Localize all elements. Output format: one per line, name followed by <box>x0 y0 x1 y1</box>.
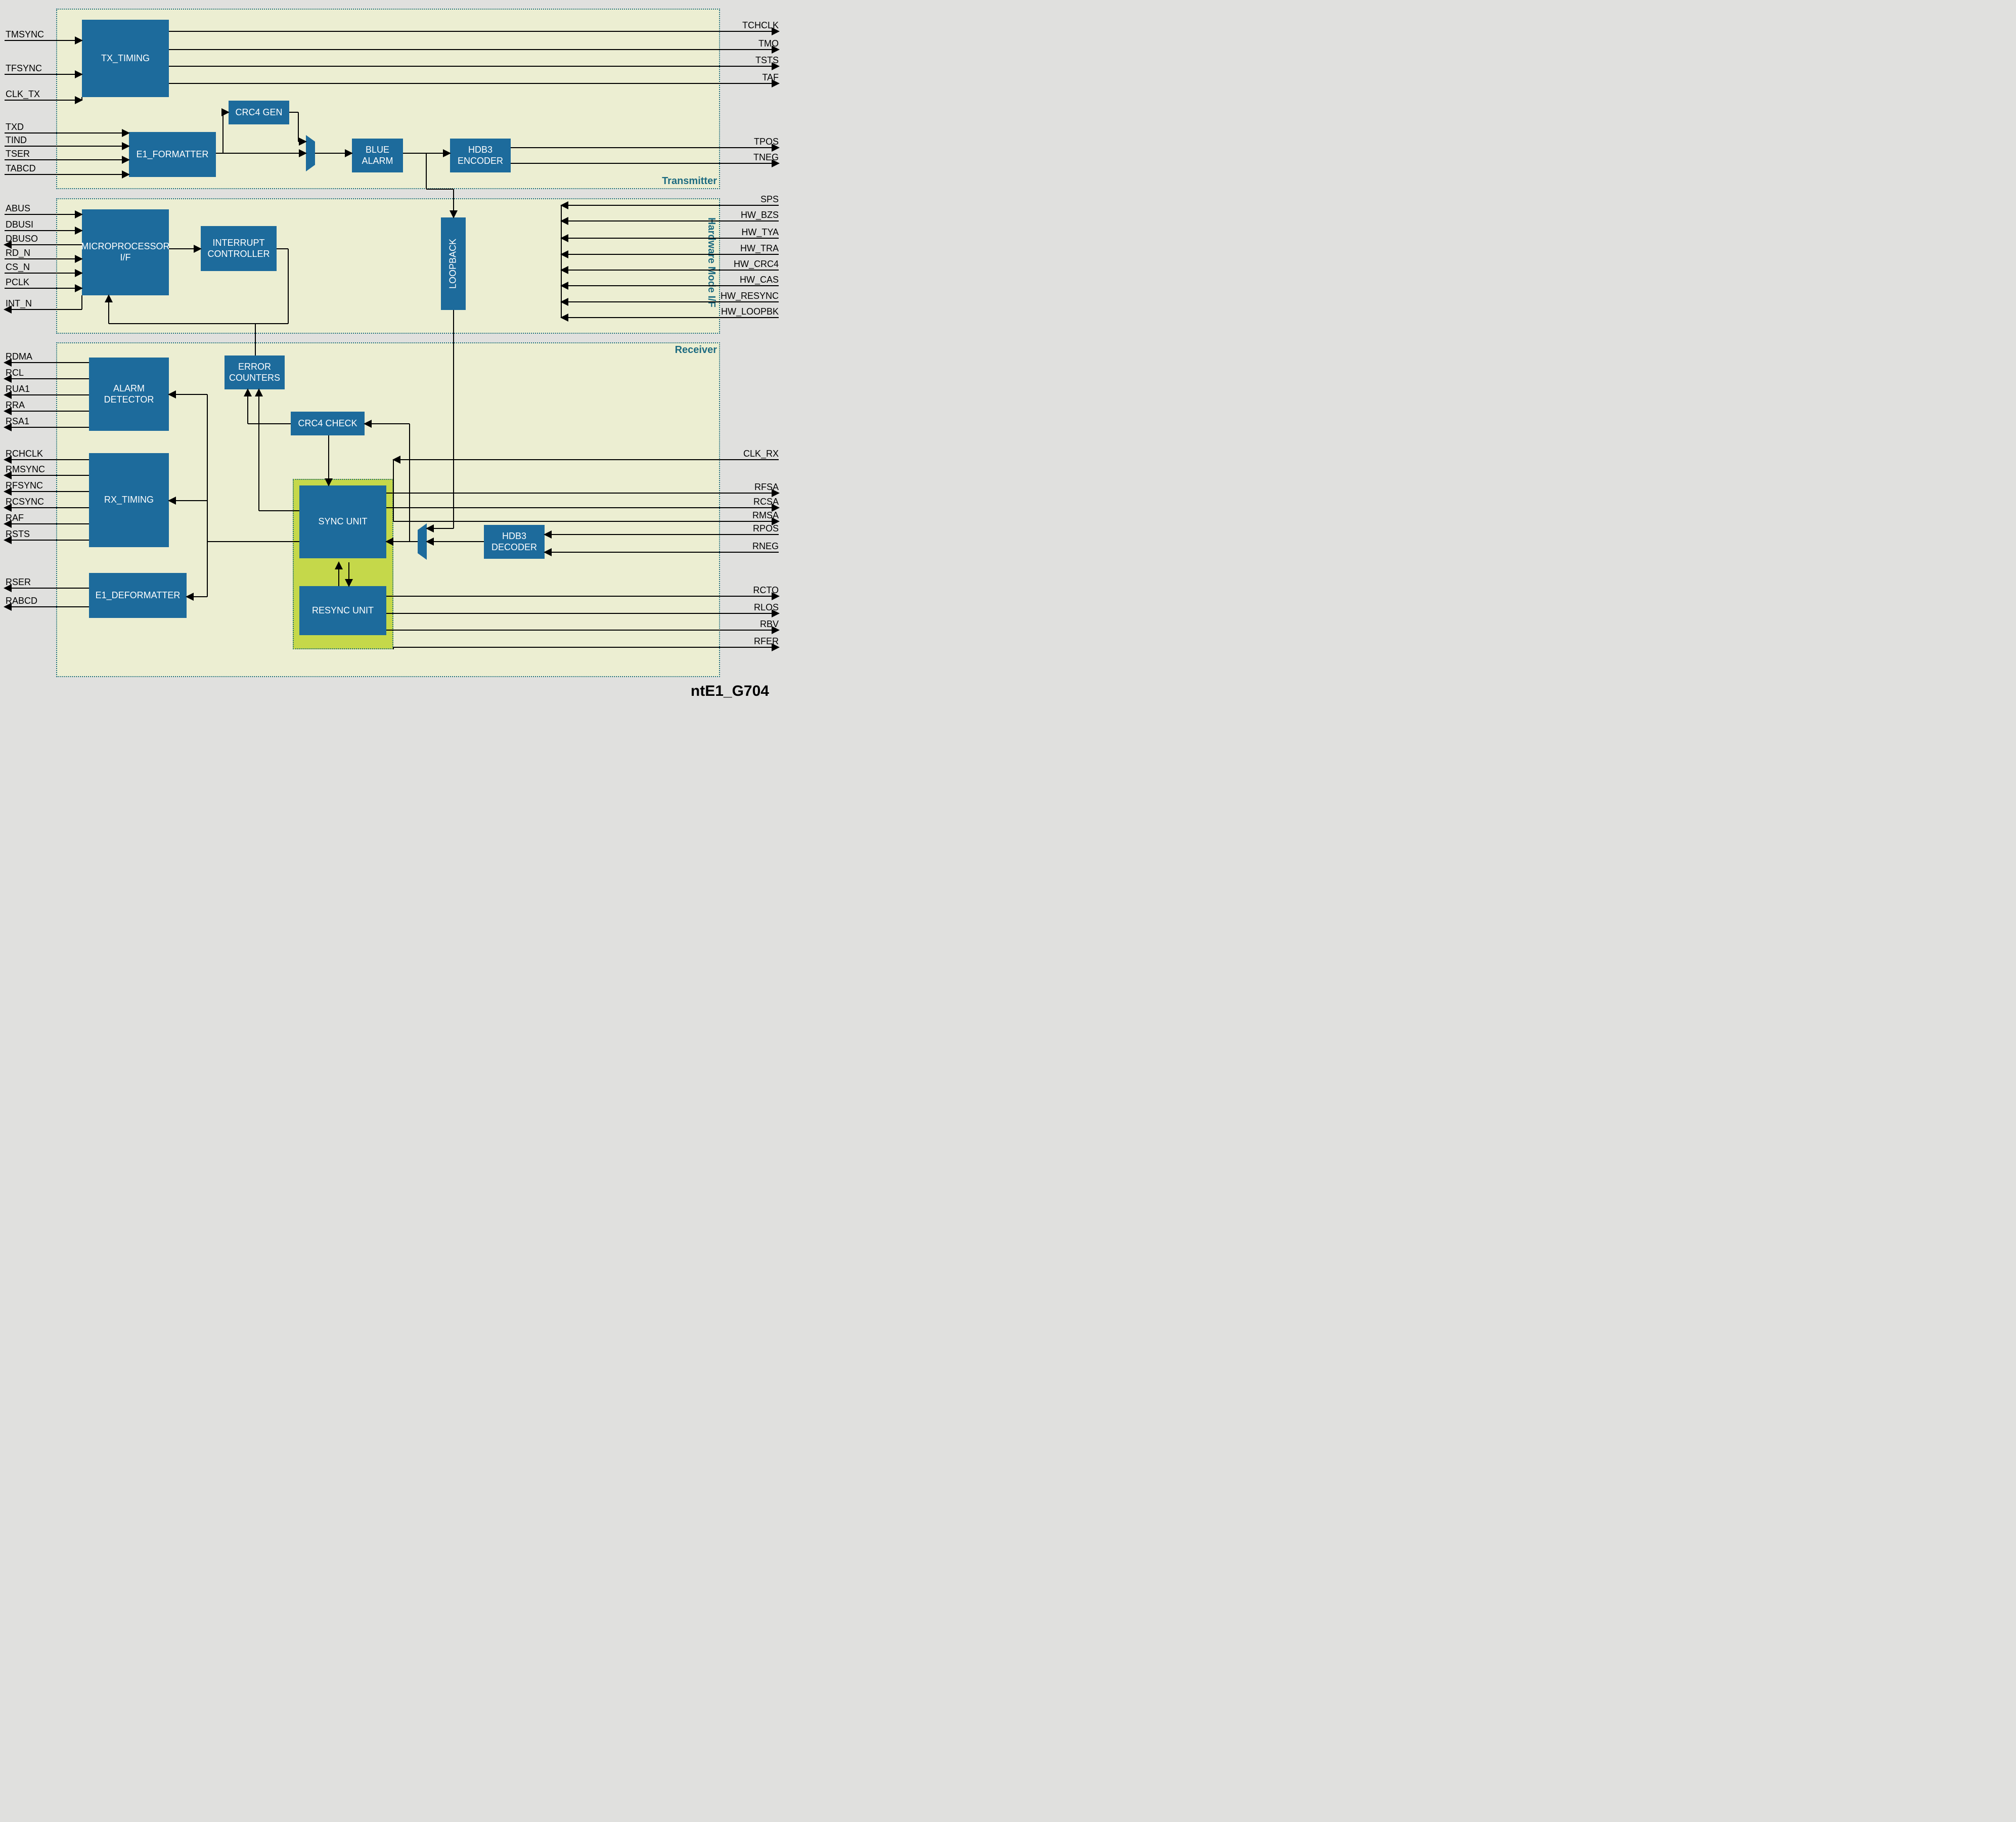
pin-clk-tx: CLK_TX <box>6 89 40 100</box>
pin-raf: RAF <box>6 513 24 523</box>
pin-rfer: RFER <box>754 636 779 647</box>
pin-tsts: TSTS <box>755 55 779 66</box>
pin-dbuso: DBUSO <box>6 234 38 244</box>
pin-hw-tra: HW_TRA <box>740 243 779 254</box>
pin-rcl: RCL <box>6 368 24 378</box>
pin-hw-resync: HW_RESYNC <box>721 291 779 301</box>
pin-rneg: RNEG <box>752 541 779 552</box>
pin-rlos: RLOS <box>754 602 779 613</box>
pin-tchclk: TCHCLK <box>742 20 779 31</box>
diagram-title: ntE1_G704 <box>691 683 769 700</box>
pin-cs-n: CS_N <box>6 262 30 273</box>
pin-rbv: RBV <box>760 619 779 630</box>
pin-tabcd: TABCD <box>6 163 36 174</box>
block-loopback: LOOPBACK <box>441 217 466 310</box>
pin-tmo: TMO <box>758 38 779 49</box>
pin-hw-cas: HW_CAS <box>740 275 779 285</box>
pin-rcsync: RCSYNC <box>6 497 44 507</box>
pin-hw-crc4: HW_CRC4 <box>734 259 779 270</box>
pin-rfsync: RFSYNC <box>6 480 43 491</box>
pin-clk-rx: CLK_RX <box>743 449 779 459</box>
pin-txd: TXD <box>6 122 24 132</box>
pin-rcsa: RCSA <box>753 497 779 507</box>
pin-rdma: RDMA <box>6 351 32 362</box>
diagram-canvas: Transmitter Hardware Mode I/F Receiver T… <box>0 0 784 709</box>
block-e1-formatter: E1_FORMATTER <box>129 132 216 177</box>
pin-rsa1: RSA1 <box>6 416 29 427</box>
block-tx-timing: TX_TIMING <box>82 20 169 97</box>
pin-rfsa: RFSA <box>754 482 779 493</box>
block-crc4-gen: CRC4 GEN <box>229 101 289 124</box>
pin-hw-tya: HW_TYA <box>741 227 779 238</box>
pin-rd-n: RD_N <box>6 248 30 258</box>
region-receiver-label: Receiver <box>675 344 717 356</box>
block-resync-unit: RESYNC UNIT <box>299 586 386 635</box>
pin-tpos: TPOS <box>754 137 779 147</box>
pin-int-n: INT_N <box>6 298 32 309</box>
pin-tmsync: TMSYNC <box>6 29 44 40</box>
region-hw-mode-label: Hardware Mode I/F <box>705 217 717 307</box>
pin-rser: RSER <box>6 577 31 588</box>
pin-tfsync: TFSYNC <box>6 63 42 74</box>
pin-rmsync: RMSYNC <box>6 464 45 475</box>
pin-taf: TAF <box>762 72 779 83</box>
pin-rmsa: RMSA <box>752 510 779 521</box>
block-hdb3-decoder: HDB3 DECODER <box>484 525 545 559</box>
pin-tneg: TNEG <box>753 152 779 163</box>
block-micro-if: MICROPROCESSOR I/F <box>82 209 169 295</box>
region-transmitter-label: Transmitter <box>662 175 717 187</box>
block-error-counters: ERROR COUNTERS <box>225 355 285 389</box>
pin-rra: RRA <box>6 400 25 411</box>
pin-tind: TIND <box>6 135 27 146</box>
block-crc4-check: CRC4 CHECK <box>291 412 365 435</box>
block-alarm-detector: ALARM DETECTOR <box>89 358 169 431</box>
pin-abus: ABUS <box>6 203 30 214</box>
pin-rsts: RSTS <box>6 529 30 540</box>
pin-tser: TSER <box>6 149 30 159</box>
pin-rchclk: RCHCLK <box>6 449 43 459</box>
block-int-ctrl: INTERRUPT CONTROLLER <box>201 226 277 271</box>
block-blue-alarm: BLUE ALARM <box>352 139 403 172</box>
pin-rabcd: RABCD <box>6 596 37 606</box>
block-sync-unit: SYNC UNIT <box>299 485 386 558</box>
block-rx-timing: RX_TIMING <box>89 453 169 547</box>
pin-rpos: RPOS <box>753 523 779 534</box>
block-e1-deformatter: E1_DEFORMATTER <box>89 573 187 618</box>
pin-sps: SPS <box>760 194 779 205</box>
pin-hw-bzs: HW_BZS <box>741 210 779 220</box>
pin-rcto: RCTO <box>753 585 779 596</box>
pin-hw-loopbk: HW_LOOPBK <box>721 306 779 317</box>
pin-rua1: RUA1 <box>6 384 30 394</box>
pin-pclk: PCLK <box>6 277 29 288</box>
pin-dbusi: DBUSI <box>6 219 33 230</box>
block-hdb3-encoder: HDB3 ENCODER <box>450 139 511 172</box>
